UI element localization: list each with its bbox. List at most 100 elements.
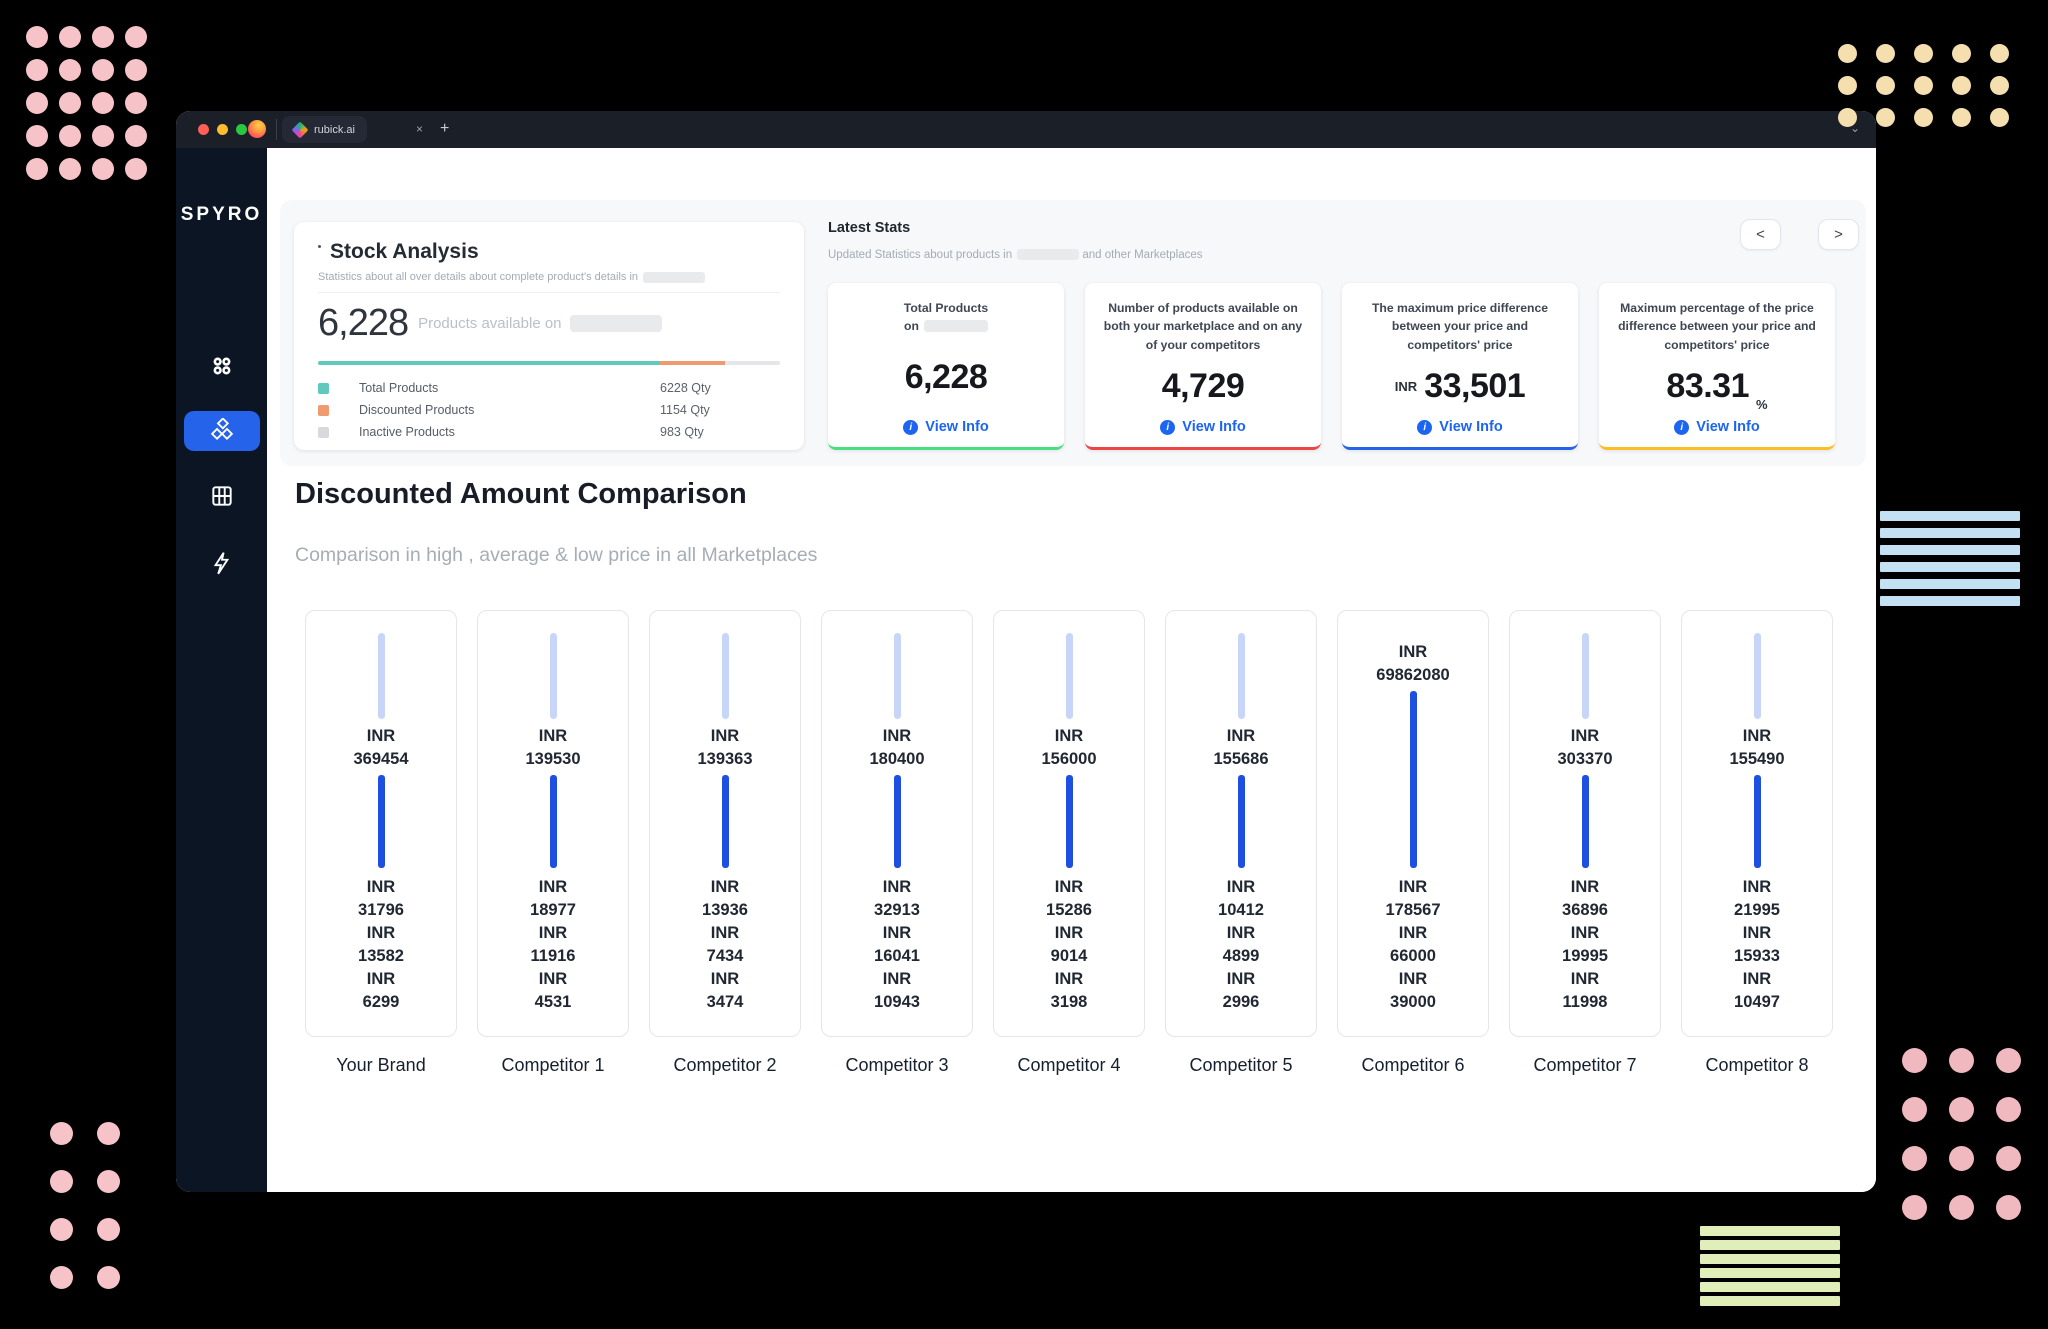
sidebar-item-products[interactable] [183,411,260,451]
comparison-subtitle: Comparison in high , average & low price… [295,544,818,566]
spyro-logo: SPYRO [180,204,263,225]
comparison-column: INR 156000 INR 15286 INR 9014 INR 3198 Competi… [993,610,1145,1076]
view-info-link[interactable]: i View Info [1674,419,1760,435]
decorative-dot [1838,108,1857,127]
price-range-chart: INR 155490 [1688,633,1826,868]
tab-close-icon[interactable]: × [416,122,424,136]
decorative-dot [50,1122,73,1145]
browser-titlebar: rubick.ai × + ⌄ [176,111,1876,148]
legend-label: Discounted Products [359,403,475,417]
price-range-chart: INR 69862080 [1344,633,1482,868]
info-icon: i [1417,419,1433,435]
price-values: INR 15286 INR 9014 INR 3198 [1046,878,1092,1011]
bullet-icon [318,245,321,248]
decorative-dot [26,26,48,48]
minimize-window-button[interactable] [217,124,228,135]
decorative-stripe [1700,1282,1840,1292]
stat-value-row: 4,729 [1162,354,1245,419]
decorative-stripe [1880,579,2020,589]
decorative-dot [59,59,81,81]
previous-page-button[interactable]: < [1740,219,1781,250]
decorative-dot [125,59,147,81]
decorative-dot [1876,44,1895,63]
sidebar-item-dashboard[interactable] [184,346,260,386]
stat-card: Total Products on 6,228 i View Info [828,283,1064,450]
stock-analysis-card: Stock Analysis Statistics about all over… [294,222,804,450]
price-values: INR 36896 INR 19995 INR 11998 [1562,878,1608,1011]
decorative-dot [59,158,81,180]
high-price-value: INR 303370 [1557,727,1613,768]
decorative-dot [92,92,114,114]
redacted-text [1017,249,1080,261]
firefox-icon[interactable] [248,120,266,138]
decorative-dot [59,26,81,48]
new-tab-icon[interactable]: + [440,120,450,137]
decorative-dot [97,1218,120,1241]
price-range-bar [1753,775,1761,868]
browser-window: rubick.ai × + ⌄ SPYRO [176,111,1876,1192]
stat-value: 83.31 [1666,366,1750,405]
redacted-text [923,320,988,333]
comparison-label: Competitor 1 [501,1055,605,1075]
decorative-dot [1990,108,2009,127]
price-range-bar [893,775,901,868]
decorative-stripe [1880,511,2020,521]
price-range-bar [1581,775,1589,868]
stat-value: 6,228 [904,357,988,396]
sidebar-item-tables[interactable] [184,476,260,516]
stock-bar-segment [318,361,660,365]
decorative-dot [92,26,114,48]
stat-card: Maximum percentage of the price differen… [1599,283,1835,450]
chevron-down-icon[interactable]: ⌄ [1849,121,1860,135]
comparison-card: INR 156000 INR 15286 INR 9014 INR 3198 [993,610,1145,1037]
comparison-label: Competitor 5 [1189,1055,1293,1075]
high-range-bar [377,633,385,719]
price-range-chart: INR 180400 [828,633,966,868]
price-values: INR 13936 INR 7434 INR 3474 [702,878,748,1011]
comparison-cards-row: INR 369454 INR 31796 INR 13582 INR 6299 Your B… [305,610,1833,1076]
view-info-link[interactable]: i View Info [1160,419,1246,435]
price-range-chart: INR 303370 [1516,633,1654,868]
view-info-link[interactable]: i View Info [903,419,989,435]
stock-total-value: 6,228 [318,302,409,344]
high-price-value: INR 369454 [353,727,409,768]
price-range-bar [549,775,557,868]
legend-swatch-icon [318,382,329,394]
view-info-link[interactable]: i View Info [1417,419,1503,435]
comparison-column: INR 139363 INR 13936 INR 7434 INR 3474 Competi… [649,610,801,1076]
browser-tab[interactable]: rubick.ai [282,116,367,143]
decorative-dots-bottom-left [50,1122,120,1289]
tab-title: rubick.ai [314,123,355,136]
decorative-dot [97,1266,120,1289]
close-window-button[interactable] [198,124,209,135]
decorative-dot [92,158,114,180]
decorative-dot [1990,76,2009,95]
high-range-bar [893,633,901,719]
decorative-dot [1996,1146,2021,1171]
divider [276,119,277,140]
stat-card: Number of products available on both you… [1085,283,1321,450]
comparison-card: INR 139530 INR 18977 INR 11916 INR 4531 [477,610,629,1037]
sidebar-item-actions[interactable] [184,543,260,583]
decorative-stripe [1880,545,2020,555]
decorative-dot [1952,76,1971,95]
stat-card: The maximum price difference between you… [1342,283,1578,450]
high-price-value: INR 69862080 [1376,643,1450,684]
next-page-button[interactable]: > [1818,219,1859,250]
comparison-label: Competitor 7 [1533,1055,1637,1075]
stock-bar-segment [659,361,725,365]
decorative-dot [1838,76,1857,95]
legend-qty: 6228 Qty [660,381,711,395]
high-price-value: INR 180400 [869,727,925,768]
maximize-window-button[interactable] [236,124,247,135]
main-content: Stock Analysis Statistics about all over… [267,148,1876,1192]
price-range-bar [721,775,729,868]
comparison-column: INR 69862080 INR 178567 INR 66000 INR 39000 Co… [1337,610,1489,1076]
decorative-dot [1838,44,1857,63]
price-range-bar [1065,775,1073,868]
price-values: INR 32913 INR 16041 INR 10943 [874,878,920,1011]
decorative-dot [1914,108,1933,127]
table-icon [211,486,232,506]
decorative-stripe [1880,528,2020,538]
sidebar: SPYRO [176,148,267,1192]
